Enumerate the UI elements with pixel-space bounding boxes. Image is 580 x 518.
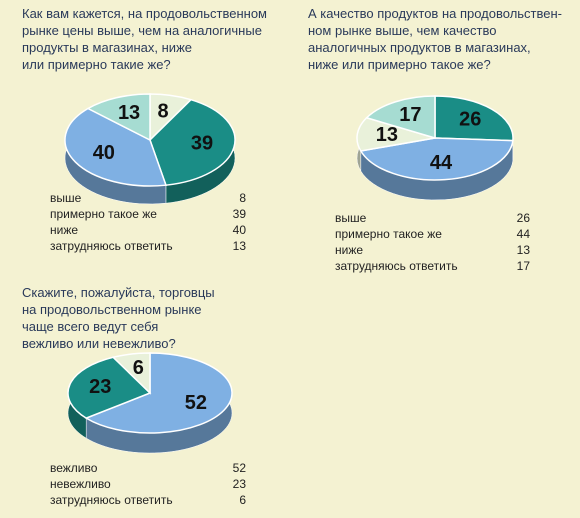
slice bbox=[365, 95, 436, 140]
legend-label: затрудняюсь ответить bbox=[50, 239, 173, 253]
legend-value: 6 bbox=[239, 493, 246, 507]
slice-label: 8 bbox=[158, 101, 169, 123]
legend-label: затрудняюсь ответить bbox=[335, 259, 458, 273]
slice bbox=[149, 98, 236, 186]
legend-label: примерно такое же bbox=[335, 227, 442, 241]
chart-title: на продовольственном рынке bbox=[22, 302, 202, 317]
legend-value: 26 bbox=[517, 211, 531, 225]
chart-title: Как вам кажется, на продовольственном bbox=[22, 6, 267, 21]
legend-label: выше bbox=[335, 211, 367, 225]
slice-label: 6 bbox=[133, 357, 144, 379]
slice-label: 52 bbox=[185, 392, 207, 414]
chart-title: А качество продуктов на продовольствен- bbox=[308, 6, 562, 21]
slice-label: 17 bbox=[399, 104, 421, 126]
legend-value: 13 bbox=[517, 243, 531, 257]
slice bbox=[86, 93, 151, 142]
legend-label: затрудняюсь ответить bbox=[50, 493, 173, 507]
slice-label: 23 bbox=[89, 376, 111, 398]
legend-value: 17 bbox=[517, 259, 531, 273]
chart-title: чаще всего ведут себя bbox=[22, 319, 158, 334]
legend-label: ниже bbox=[335, 243, 363, 257]
chart-title: аналогичных продуктов в магазинах, bbox=[308, 40, 531, 55]
slice bbox=[84, 352, 233, 434]
chart-title: ниже или примерно такое же? bbox=[308, 57, 491, 72]
legend-value: 8 bbox=[239, 191, 246, 205]
slice bbox=[111, 352, 151, 395]
slice bbox=[64, 107, 167, 187]
legend-value: 23 bbox=[233, 477, 247, 491]
slice bbox=[359, 137, 514, 181]
chart-title: рынке цены выше, чем на аналогичные bbox=[22, 23, 262, 38]
legend-value: 44 bbox=[517, 227, 531, 241]
slice-label: 40 bbox=[93, 142, 115, 164]
legend-value: 52 bbox=[233, 461, 247, 475]
legend-value: 13 bbox=[233, 239, 247, 253]
legend-value: 39 bbox=[233, 207, 247, 221]
slice-label: 26 bbox=[459, 108, 481, 130]
chart-title: Скажите, пожалуйста, торговцы bbox=[22, 285, 215, 300]
legend-label: ниже bbox=[50, 223, 78, 237]
legend-label: вежливо bbox=[50, 461, 98, 475]
legend-label: примерно такое же bbox=[50, 207, 157, 221]
chart-title: или примерно такие же? bbox=[22, 57, 171, 72]
legend-label: невежливо bbox=[50, 477, 111, 491]
chart-title: вежливо или невежливо? bbox=[22, 336, 176, 351]
legend-label: выше bbox=[50, 191, 82, 205]
chart-title: ном рынке выше, чем качество bbox=[308, 23, 496, 38]
slice-label: 39 bbox=[191, 133, 213, 155]
slice-label: 44 bbox=[430, 152, 453, 174]
slice-label: 13 bbox=[118, 102, 140, 124]
slice-label: 13 bbox=[376, 124, 398, 146]
chart-title: продукты в магазинах, ниже bbox=[22, 40, 192, 55]
slice bbox=[67, 356, 152, 419]
slice bbox=[434, 95, 514, 142]
legend-value: 40 bbox=[233, 223, 247, 237]
